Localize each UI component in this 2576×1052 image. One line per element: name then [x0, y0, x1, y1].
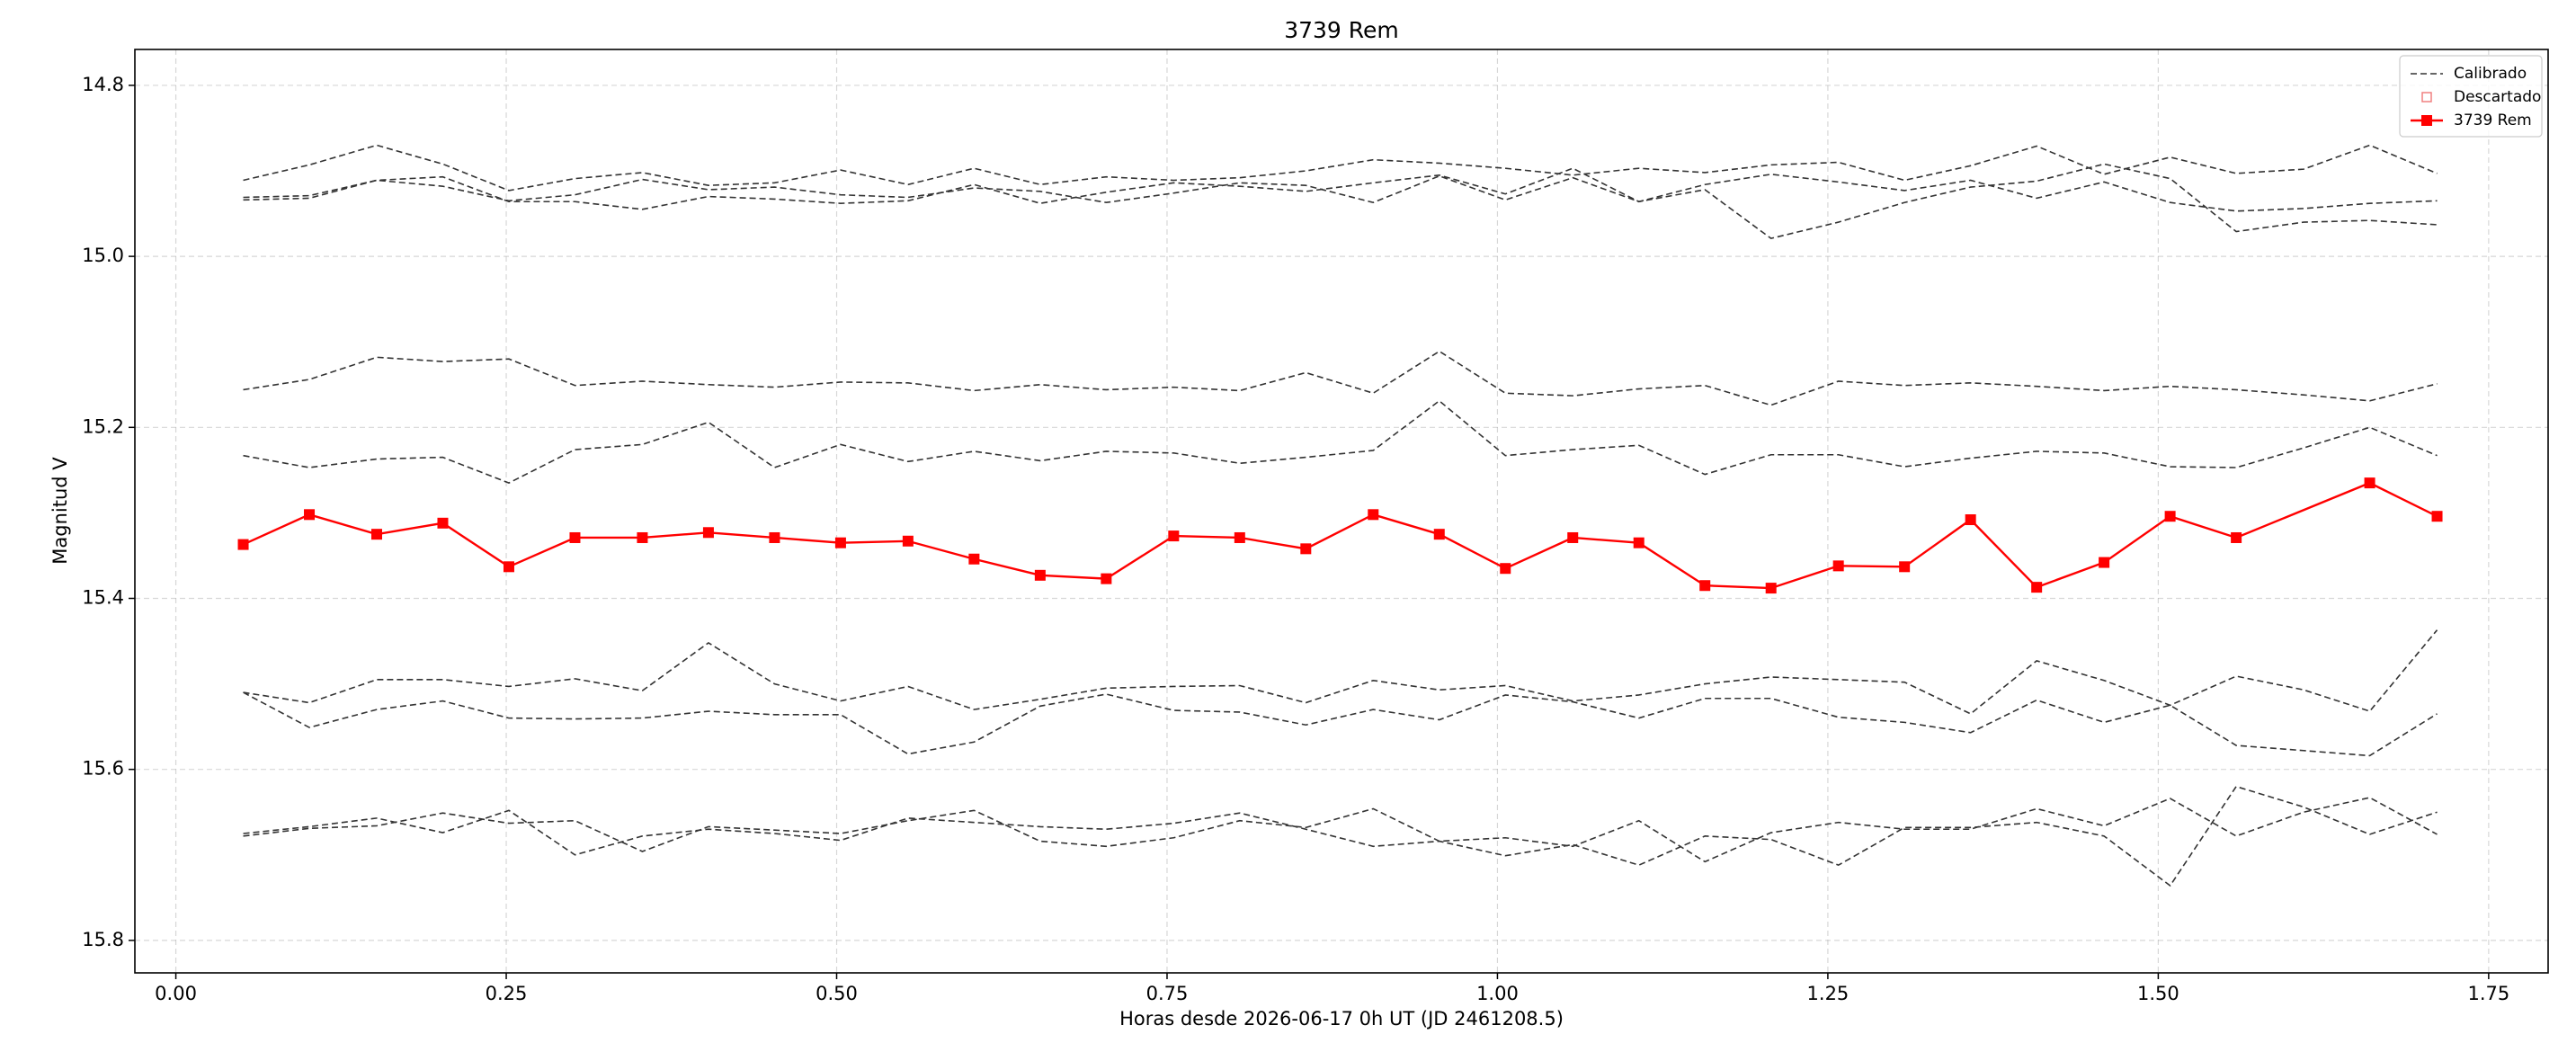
x-tick-label: 1.25	[1807, 983, 1850, 1004]
legend-label: 3739 Rem	[2454, 111, 2532, 129]
data-point	[968, 553, 980, 565]
data-point	[1101, 573, 1112, 584]
y-tick-label: 15.6	[82, 758, 124, 780]
x-tick-label: 1.50	[2137, 983, 2179, 1004]
x-axis-label: Horas desde 2026-06-17 0h UT (JD 2461208…	[1119, 1008, 1564, 1030]
y-tick-label: 15.0	[82, 245, 124, 266]
data-point	[1633, 537, 1645, 548]
plot-area	[237, 144, 2443, 887]
data-point	[1965, 514, 1976, 526]
y-tick-label: 15.4	[82, 586, 124, 608]
data-point	[2364, 477, 2375, 489]
x-tick-label: 1.00	[1476, 983, 1519, 1004]
legend-label: Descartado	[2454, 88, 2541, 106]
data-point	[1433, 529, 1445, 540]
data-point	[769, 531, 780, 543]
data-point	[237, 539, 249, 550]
axes-frame	[134, 49, 2549, 974]
legend-marker	[2421, 115, 2432, 126]
x-tick-label: 0.50	[816, 983, 858, 1004]
data-point	[1168, 530, 1180, 542]
x-tick-label: 0.00	[155, 983, 197, 1004]
data-point	[2431, 511, 2443, 522]
data-point	[1368, 509, 1379, 521]
data-point	[902, 535, 914, 547]
calibrated-line	[243, 399, 2438, 484]
y-tick-label: 14.8	[82, 74, 124, 95]
data-point	[2164, 511, 2176, 522]
data-point	[437, 517, 449, 529]
data-point	[1832, 560, 1844, 572]
data-point	[1300, 543, 1312, 555]
y-tick-label: 15.2	[82, 415, 124, 437]
data-point	[503, 561, 514, 573]
data-point	[1234, 531, 1245, 543]
data-point	[2231, 531, 2242, 543]
data-point	[1567, 531, 1579, 543]
data-point	[1899, 561, 1911, 573]
calibrated-line	[243, 163, 2438, 240]
data-point	[637, 531, 648, 543]
data-point	[1500, 563, 1511, 575]
data-point	[702, 527, 714, 539]
data-point	[304, 509, 316, 521]
data-point	[1765, 583, 1777, 594]
calibrated-line	[243, 797, 2438, 863]
legend-box	[2399, 55, 2543, 138]
x-tick-label: 1.75	[2467, 983, 2509, 1004]
data-point	[2099, 557, 2110, 568]
legend: Calibrado Descartado 3739 Rem	[2399, 55, 2543, 138]
data-point	[2031, 582, 2043, 593]
calibrated-line	[243, 350, 2438, 406]
legend-label: Calibrado	[2454, 65, 2527, 83]
data-point	[834, 537, 846, 548]
calibrated-line	[243, 144, 2438, 192]
data-point	[569, 531, 581, 543]
calibrated-line	[243, 691, 2438, 757]
legend-marker	[2421, 92, 2432, 103]
x-tick-label: 0.75	[1146, 983, 1189, 1004]
x-tick-label: 0.25	[486, 983, 528, 1004]
data-point	[370, 529, 382, 540]
calibrated-line	[243, 629, 2438, 715]
chart-title: 3739 Rem	[1284, 17, 1399, 43]
calibrated-line	[243, 785, 2438, 887]
calibrated-line	[243, 174, 2438, 212]
data-point	[1034, 569, 1046, 581]
y-axis-label: Magnitud V	[49, 457, 71, 565]
data-point	[1699, 580, 1711, 592]
y-tick-label: 15.8	[82, 929, 124, 950]
